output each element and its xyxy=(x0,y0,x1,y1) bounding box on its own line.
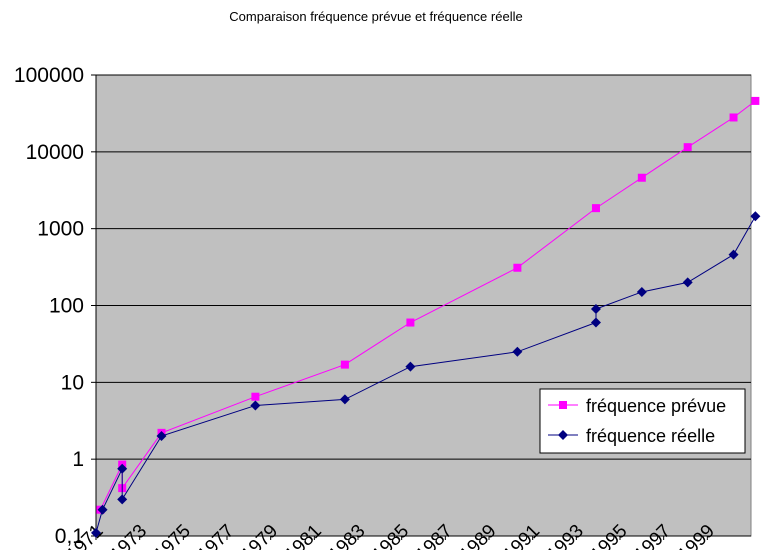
data-point-reelle xyxy=(750,211,761,222)
data-point-reelle xyxy=(512,346,523,357)
series-layer xyxy=(91,96,761,538)
y-tick-label: 10 xyxy=(61,371,84,394)
y-tick-label: 0,1 xyxy=(55,525,84,548)
data-point-prevue xyxy=(340,360,349,369)
data-point-reelle xyxy=(339,394,350,405)
data-point-prevue xyxy=(729,113,738,122)
data-point-reelle xyxy=(117,494,128,505)
data-point-reelle xyxy=(682,277,693,288)
legend-label-prevue: fréquence prévue xyxy=(586,396,726,416)
y-tick-label: 10000 xyxy=(26,141,84,164)
data-point-prevue xyxy=(591,204,600,213)
data-point-prevue xyxy=(637,173,646,182)
data-point-reelle xyxy=(97,504,108,515)
data-point-prevue xyxy=(513,263,522,272)
data-point-reelle xyxy=(156,431,167,442)
data-point-prevue xyxy=(251,392,260,401)
legend-marker-prevue xyxy=(559,401,567,409)
y-tick-label: 1000 xyxy=(37,218,84,241)
data-point-prevue xyxy=(751,96,760,105)
data-point-reelle xyxy=(250,400,261,411)
legend: fréquence prévue fréquence réelle xyxy=(539,388,746,454)
legend-label-reelle: fréquence réelle xyxy=(586,426,715,446)
data-point-reelle xyxy=(636,286,647,297)
chart-title: Comparaison fréquence prévue et fréquenc… xyxy=(229,9,522,24)
data-point-reelle xyxy=(590,317,601,328)
legend-marker-reelle xyxy=(558,430,568,440)
data-point-reelle xyxy=(117,463,128,474)
data-point-prevue xyxy=(406,318,415,327)
gridlines xyxy=(96,74,751,460)
data-point-reelle xyxy=(91,527,101,538)
data-point-reelle xyxy=(405,361,416,372)
y-axis-ticks: 0,1 1 10 100 1000 10000 100000 xyxy=(14,64,84,548)
data-point-prevue xyxy=(683,143,692,152)
y-tick-label: 100000 xyxy=(14,64,84,87)
data-point-reelle xyxy=(728,249,739,260)
y-tick-label: 1 xyxy=(72,448,84,471)
legend-box xyxy=(539,388,746,454)
data-point-reelle xyxy=(590,304,601,315)
y-tick-label: 100 xyxy=(49,295,84,318)
